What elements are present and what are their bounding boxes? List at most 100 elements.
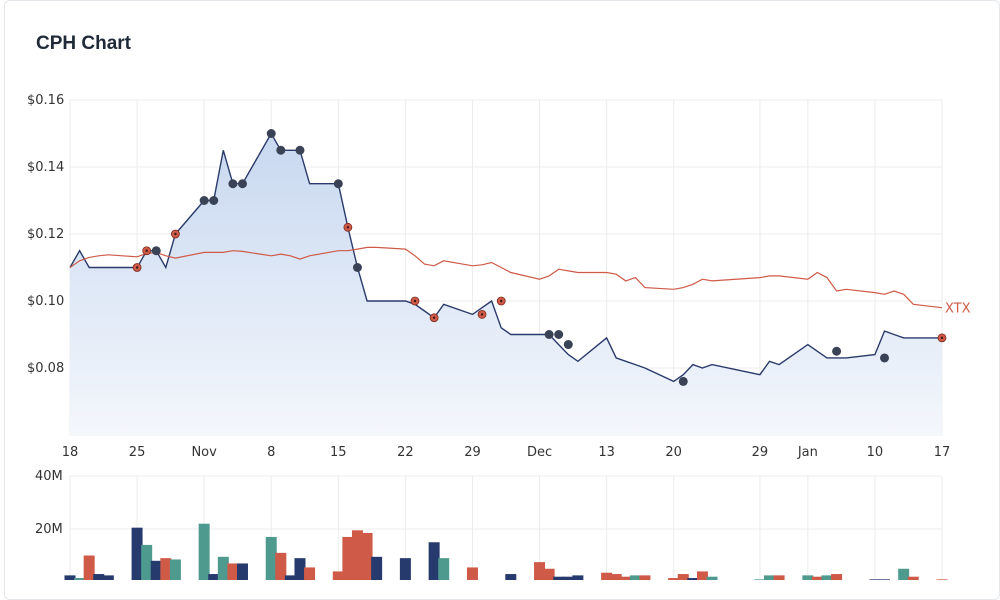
volume-bar[interactable]: [620, 576, 632, 580]
cph-marker-dark[interactable]: [832, 346, 842, 356]
price-x-tick-label: 10: [867, 445, 884, 460]
volume-bar[interactable]: [898, 568, 910, 580]
volume-bar[interactable]: [696, 571, 708, 580]
volume-bar[interactable]: [438, 558, 450, 580]
cph-marker-red-dot: [174, 232, 177, 236]
volume-bar[interactable]: [265, 536, 277, 580]
cph-marker-dark[interactable]: [880, 353, 890, 363]
price-x-tick-label: 29: [464, 445, 481, 460]
price-x-tick-label: 17: [934, 445, 951, 460]
volume-bar[interactable]: [534, 562, 546, 580]
volume-bar[interactable]: [74, 578, 86, 580]
volume-bar[interactable]: [802, 575, 814, 580]
volume-bar[interactable]: [811, 576, 823, 580]
xtx-line: [69, 246, 943, 309]
volume-bar[interactable]: [102, 575, 114, 580]
price-x-ticks: 18 25 Nov 8 15 22 29 Dec 13 20 29 Jan 10 17: [62, 445, 951, 460]
price-x-tick-label: 8: [267, 445, 275, 460]
volume-bar[interactable]: [294, 558, 306, 580]
volume-bar[interactable]: [208, 574, 220, 580]
volume-bar[interactable]: [773, 575, 785, 580]
cph-marker-red-dot: [500, 299, 503, 303]
price-y-tick-label: $0.16: [27, 93, 64, 108]
cph-marker-dark[interactable]: [266, 129, 276, 138]
volume-bar[interactable]: [543, 568, 555, 580]
cph-marker-red-dot: [346, 226, 350, 229]
cph-marker-red-dot: [413, 299, 417, 303]
volume-bar[interactable]: [83, 555, 95, 581]
volume-bar[interactable]: [466, 567, 478, 580]
cph-marker-red-dot: [135, 266, 139, 269]
cph-marker-dark[interactable]: [228, 179, 238, 189]
volume-bar[interactable]: [821, 575, 833, 580]
volume-bar[interactable]: [284, 575, 296, 580]
volume-bar[interactable]: [351, 530, 363, 580]
volume-bar[interactable]: [610, 574, 622, 580]
price-x-tick-label: 20: [665, 445, 682, 460]
cph-marker-dark[interactable]: [199, 196, 209, 205]
volume-bar[interactable]: [562, 576, 574, 580]
cph-marker-dark[interactable]: [333, 179, 343, 189]
volume-bar[interactable]: [342, 536, 354, 580]
volume-bar[interactable]: [160, 558, 172, 580]
volume-bar[interactable]: [677, 574, 689, 580]
cph-marker-dark[interactable]: [352, 263, 362, 272]
volume-bar[interactable]: [399, 558, 411, 580]
volume-bar[interactable]: [831, 574, 843, 580]
cph-marker-dark[interactable]: [678, 376, 688, 386]
cph-marker-dark[interactable]: [295, 145, 305, 155]
cph-marker-red-dot: [145, 249, 148, 252]
volume-bar[interactable]: [371, 556, 383, 580]
volume-bar[interactable]: [332, 571, 344, 580]
cph-chart-svg: XTX $0.16 $0.14 $0.12 $0.10 $0.08 18 25 Nov 8 15…: [27, 93, 971, 581]
cph-marker-dark[interactable]: [276, 145, 286, 155]
price-x-tick-label: 25: [129, 445, 146, 460]
price-x-tick-label: 22: [397, 445, 414, 460]
volume-bar[interactable]: [687, 578, 699, 580]
volume-bar[interactable]: [572, 575, 584, 580]
price-area: [70, 133, 942, 435]
volume-bar[interactable]: [150, 560, 162, 580]
volume-bar[interactable]: [907, 576, 919, 580]
cph-area: [70, 133, 942, 435]
volume-bar[interactable]: [553, 576, 565, 580]
volume-bar[interactable]: [601, 572, 613, 580]
volume-bar[interactable]: [236, 563, 248, 580]
cph-marker-dark[interactable]: [563, 340, 573, 350]
volume-bar[interactable]: [668, 578, 680, 580]
volume-bar[interactable]: [639, 575, 651, 580]
cph-marker-dark[interactable]: [237, 179, 247, 189]
price-x-tick-label: Nov: [191, 445, 217, 460]
price-markers: [132, 129, 947, 386]
cph-marker-dark[interactable]: [209, 196, 219, 205]
price-y-tick-label: $0.10: [27, 294, 64, 309]
volume-bar[interactable]: [169, 559, 181, 580]
cph-marker-dark[interactable]: [151, 246, 161, 256]
volume-bar[interactable]: [131, 527, 143, 580]
volume-y-tick-label: 40M: [35, 469, 63, 484]
volume-bar[interactable]: [361, 532, 373, 580]
xtx-series-label: XTX: [945, 302, 971, 317]
volume-bars: [64, 523, 948, 581]
cph-line: [69, 132, 942, 383]
volume-bar[interactable]: [227, 563, 239, 580]
cph-marker-red-dot: [432, 316, 436, 319]
volume-bar[interactable]: [764, 575, 776, 580]
volume-bar[interactable]: [428, 542, 440, 580]
volume-bar[interactable]: [304, 567, 316, 580]
cph-marker-red-dot: [480, 313, 484, 316]
volume-bar[interactable]: [505, 574, 517, 580]
volume-bar[interactable]: [629, 575, 641, 580]
volume-bar[interactable]: [93, 574, 105, 580]
price-x-tick-label: 15: [330, 445, 347, 460]
volume-bar[interactable]: [275, 552, 287, 580]
volume-bar[interactable]: [64, 575, 76, 580]
volume-y-ticks: 40M 20M: [35, 469, 63, 537]
volume-bar[interactable]: [217, 556, 229, 580]
cph-marker-dark[interactable]: [554, 330, 564, 339]
volume-bar[interactable]: [198, 523, 210, 580]
price-x-tick-label: 13: [598, 445, 615, 460]
volume-bar[interactable]: [706, 576, 718, 580]
volume-bar[interactable]: [141, 544, 153, 580]
cph-marker-dark[interactable]: [544, 330, 554, 339]
